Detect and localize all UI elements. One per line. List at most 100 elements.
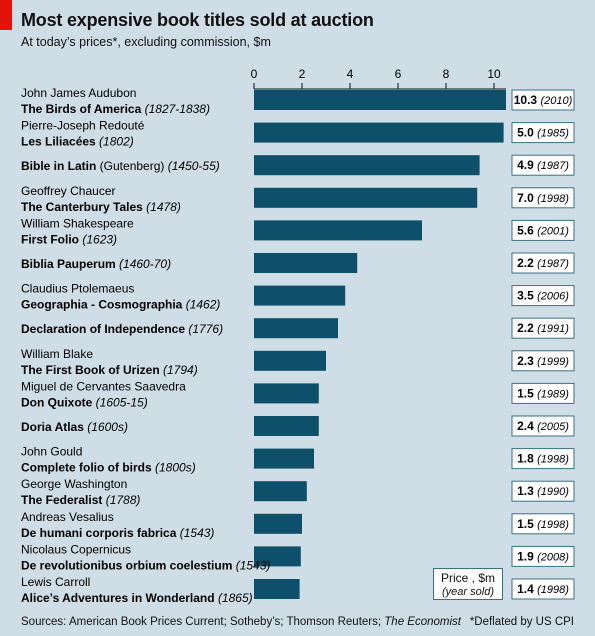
book-title-label: De revolutionibus orbium coelestium (154… <box>21 558 270 572</box>
book-years: (1543) <box>180 526 215 540</box>
year-sold: (1991) <box>537 323 569 335</box>
book-years: (1802) <box>99 135 134 149</box>
book-author-label: John Gould <box>21 445 82 459</box>
price-legend-box: Price , $m (year sold) <box>433 568 503 600</box>
book-years: (1450-55) <box>168 159 220 173</box>
sources-publication: The Economist <box>384 616 461 628</box>
price-box <box>511 285 575 307</box>
price-value: 1.9 <box>517 549 537 563</box>
book-title-label: First Folio (1623) <box>21 232 117 246</box>
price-label: 2.2 (1991) <box>517 321 569 335</box>
x-tick-label: 2 <box>299 67 306 81</box>
book-title: The Birds of America <box>21 102 145 116</box>
chart-title: Most expensive book titles sold at aucti… <box>21 10 374 30</box>
price-label: 2.2 (1987) <box>517 256 569 270</box>
price-box <box>511 154 575 176</box>
book-author-label: Pierre-Joseph Redouté <box>21 119 145 133</box>
bar <box>254 416 319 436</box>
year-sold: (1998) <box>537 519 569 531</box>
price-box <box>511 350 575 372</box>
price-value: 1.5 <box>517 386 537 400</box>
book-years: (1478) <box>146 200 181 214</box>
book-title-label: Complete folio of birds (1800s) <box>21 461 196 475</box>
book-title-label: The Canterbury Tales (1478) <box>21 200 181 214</box>
sources-text: Sources: American Book Prices Current; S… <box>21 616 385 628</box>
book-title-label: The First Book of Urizen (1794) <box>21 363 198 377</box>
book-title: Declaration of Independence <box>21 322 185 336</box>
book-title-label: Biblia Pauperum (1460-70) <box>21 257 171 271</box>
book-title-label: Geographia - Cosmographia (1462) <box>21 298 220 312</box>
year-sold: (1998) <box>537 193 569 205</box>
book-title-label: The Federalist (1788) <box>21 493 140 507</box>
bar <box>254 448 314 469</box>
book-author-label: Claudius Ptolemaeus <box>21 282 134 296</box>
bar <box>254 513 302 534</box>
bar <box>254 318 338 339</box>
bar <box>254 383 319 404</box>
book-title-label: Doria Atlas (1600s) <box>21 420 128 434</box>
price-value: 1.5 <box>517 517 537 531</box>
year-sold: (2005) <box>537 421 569 433</box>
price-box <box>511 89 575 111</box>
book-title: Doria Atlas <box>21 420 84 434</box>
price-value: 7.0 <box>517 191 537 205</box>
book-years: (1827-1838) <box>145 102 210 116</box>
price-box <box>511 187 575 209</box>
price-label: 5.6 (2001) <box>517 223 569 237</box>
book-title: Biblia Pauperum <box>21 257 116 271</box>
x-tick-label: 6 <box>395 67 402 81</box>
year-sold: (1998) <box>537 454 569 466</box>
chart-subtitle: At today’s prices*, excluding commission… <box>21 35 271 49</box>
price-label: 1.5 (1989) <box>517 386 569 400</box>
book-title: First Folio <box>21 232 82 246</box>
book-title: Complete folio of birds <box>21 461 155 475</box>
sources-note: Sources: American Book Prices Current; S… <box>21 616 461 628</box>
price-value: 5.6 <box>517 223 537 237</box>
book-title-label: De humani corporis fabrica (1543) <box>21 526 214 540</box>
book-title-label: Bible in Latin (Gutenberg) (1450-55) <box>21 159 220 173</box>
bar <box>254 579 300 599</box>
book-title: Don Quixote <box>21 395 96 409</box>
bar <box>254 253 358 273</box>
book-title: The Federalist <box>21 493 106 507</box>
book-years: (1794) <box>163 363 198 377</box>
price-box <box>511 545 575 567</box>
price-value: 3.5 <box>517 289 537 303</box>
price-value: 1.3 <box>517 484 537 498</box>
price-label: 2.3 (1999) <box>517 354 569 368</box>
price-box <box>511 513 575 535</box>
book-title: De revolutionibus orbium coelestium <box>21 558 236 572</box>
brand-accent-tab <box>0 0 12 30</box>
price-value: 2.2 <box>517 256 537 270</box>
price-box <box>511 448 575 470</box>
book-years: (1460-70) <box>119 257 171 271</box>
price-label: 5.0 (1985) <box>517 126 569 140</box>
x-tick-label: 4 <box>347 67 354 81</box>
price-value: 4.9 <box>517 158 537 172</box>
book-title-label: Don Quixote (1605-15) <box>21 395 148 409</box>
book-title-label: Alice’s Adventures in Wonderland (1865) <box>21 591 253 605</box>
price-label: 1.4 (1998) <box>517 582 569 596</box>
book-title: Geographia - Cosmographia <box>21 298 186 312</box>
bar <box>254 187 478 208</box>
price-value: 2.4 <box>517 419 537 433</box>
book-author-label: Lewis Carroll <box>21 575 90 589</box>
year-sold: (2001) <box>537 225 569 237</box>
bar <box>254 90 506 110</box>
price-value: 2.3 <box>517 354 537 368</box>
bar <box>254 350 326 371</box>
price-box <box>511 578 575 600</box>
book-author-label: Geoffrey Chaucer <box>21 184 116 198</box>
bar <box>254 155 480 176</box>
book-title-label: Declaration of Independence (1776) <box>21 322 223 336</box>
book-title: De humani corporis fabrica <box>21 526 180 540</box>
year-sold: (1990) <box>537 486 569 498</box>
price-label: 1.3 (1990) <box>517 484 569 498</box>
year-sold: (1985) <box>537 128 569 140</box>
price-label: 1.8 (1998) <box>517 452 569 466</box>
book-author-label: Nicolaus Copernicus <box>21 542 131 556</box>
book-author-label: William Blake <box>21 347 93 361</box>
price-value: 1.8 <box>517 452 537 466</box>
book-years: (1605-15) <box>96 395 148 409</box>
